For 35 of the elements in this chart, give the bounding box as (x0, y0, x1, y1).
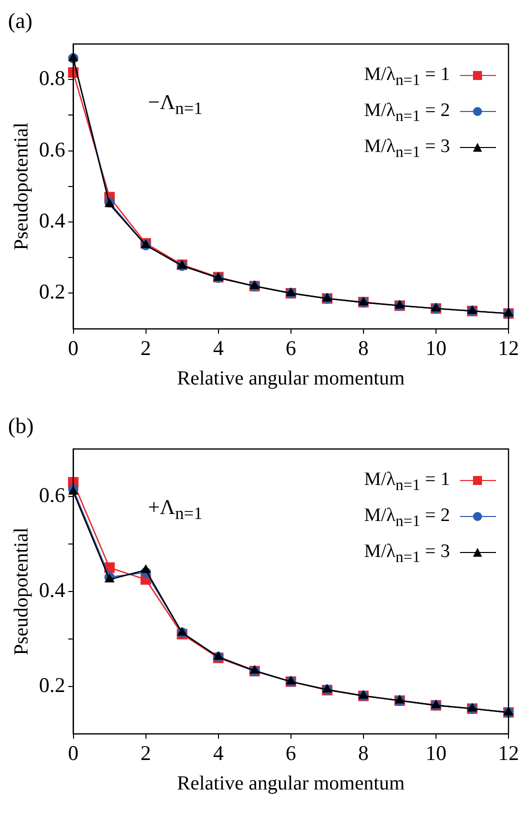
y-tick-label: 0.6 (39, 137, 66, 162)
x-tick-label: 12 (498, 336, 519, 360)
y-tick-label: 0.4 (39, 208, 66, 233)
x-tick-label: 2 (140, 740, 152, 765)
x-tick-label: 4 (213, 740, 224, 765)
legend-label: M/λ$_{n=1}$ = 2 (364, 100, 450, 125)
x-tick-label: 0 (68, 336, 78, 360)
chart-title: (a) (8, 8, 32, 34)
x-tick-label: 6 (286, 740, 296, 765)
x-tick-label: 6 (286, 336, 296, 360)
legend-label: M/λ$_{n=1}$ = 1 (364, 64, 450, 89)
x-tick-label: 10 (425, 740, 446, 765)
y-tick-label: 0.2 (39, 280, 66, 304)
x-axis-title: Relative angular momentum (177, 772, 406, 794)
x-tick-label: 8 (358, 336, 369, 360)
x-axis-title: Relative angular momentum (177, 367, 406, 390)
x-tick-label: 2 (140, 336, 152, 360)
y-axis-title: Pseudopotential (10, 527, 32, 656)
y-tick-label: 0.8 (39, 66, 66, 90)
legend-label: M/λ$_{n=1}$ = 1 (364, 469, 450, 494)
chart-title: (b) (8, 413, 34, 439)
x-tick-label: 0 (68, 740, 78, 765)
legend-label: M/λ$_{n=1}$ = 3 (364, 540, 450, 566)
legend-label: M/λ$_{n=1}$ = 3 (364, 136, 450, 160)
annotation: −Λ$_{n=1}$ (148, 90, 202, 120)
x-tick-label: 4 (213, 336, 224, 360)
annotation: +Λ$_{n=1}$ (148, 495, 202, 524)
y-tick-label: 0.2 (39, 672, 66, 697)
legend-label: M/λ$_{n=1}$ = 2 (364, 504, 450, 530)
x-tick-label: 12 (498, 740, 519, 765)
x-tick-label: 8 (358, 740, 369, 765)
x-tick-label: 10 (425, 336, 446, 360)
y-tick-label: 0.6 (39, 482, 66, 507)
y-axis-title: Pseudopotential (10, 122, 32, 250)
y-tick-label: 0.4 (39, 578, 66, 602)
